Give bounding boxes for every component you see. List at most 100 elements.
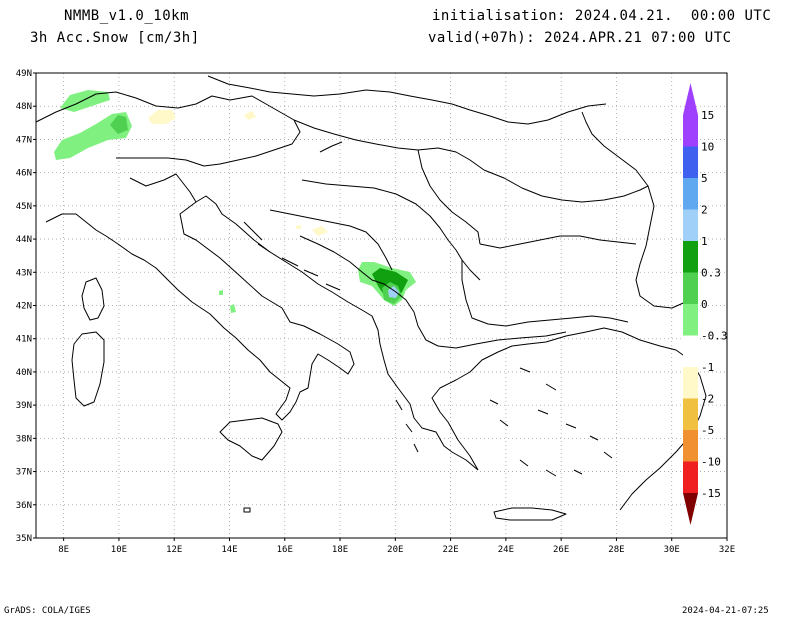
snow-area-small-1 [230, 304, 236, 313]
coastline-greece [431, 327, 677, 471]
model-name: NMMB_v1.0_10km [64, 8, 190, 24]
latitude-axis: 49N 48N 47N 46N 45N 44N 43N 42N 41N 40N 39N 38N 37N 3… [16, 69, 36, 544]
melt-area-east-alps [244, 111, 256, 120]
colorbar-segment [683, 178, 698, 210]
lon-tick-label: 12E [166, 545, 182, 555]
colorbar-segment [683, 115, 698, 147]
coastline-black-sea [635, 185, 691, 309]
coastline-sicily [219, 417, 283, 461]
lat-tick-label: 44N [16, 235, 32, 245]
colorbar-segment [683, 461, 698, 493]
colorbar-segment [683, 367, 698, 399]
border-balkans-1 [301, 179, 481, 281]
lon-tick-label: 28E [608, 545, 624, 555]
longitude-axis: 8E 10E 12E 14E 16E 18E 20E 22E 24E 26E 28E 30E 32E [58, 538, 735, 555]
border-hungary [293, 119, 485, 171]
colorbar-label: -15 [701, 487, 721, 500]
lat-tick-label: 46N [16, 169, 32, 179]
coastline-dalmatian-islands [243, 221, 341, 291]
border-romania [483, 111, 649, 203]
lat-tick-label: 38N [16, 434, 32, 444]
lake-balaton [319, 141, 343, 153]
credit-text: GrADS: COLA/IGES [4, 606, 91, 616]
colorbar-label: 5 [701, 172, 708, 185]
colorbar-label: 10 [701, 141, 714, 154]
colorbar-segment [683, 146, 698, 178]
coastline-sardinia [71, 331, 105, 407]
colorbar-label: -0.3 [701, 330, 728, 343]
lon-tick-label: 30E [664, 545, 680, 555]
colorbar-segment [683, 430, 698, 462]
lon-tick-label: 22E [442, 545, 458, 555]
lat-tick-label: 37N [16, 468, 32, 478]
map-frame [35, 72, 728, 539]
lat-tick-label: 39N [16, 401, 32, 411]
colorbar-segment [683, 335, 698, 367]
lat-tick-label: 42N [16, 302, 32, 312]
field-name: 3h Acc.Snow [cm/3h] [30, 30, 200, 46]
colorbar: 15 10 5 2 1 0.3 0 -0.3 -1 -2 -5 -10 -15 [683, 83, 728, 525]
lon-tick-label: 16E [277, 545, 293, 555]
lon-tick-label: 20E [387, 545, 403, 555]
colorbar-label: 1 [701, 235, 708, 248]
colorbar-tip-low [683, 493, 698, 525]
colorbar-label: -1 [701, 361, 714, 374]
colorbar-segment [683, 304, 698, 336]
border-alps [35, 91, 301, 167]
lon-tick-label: 10E [111, 545, 127, 555]
snow-fields [54, 90, 416, 313]
snow-area-alps-north [60, 90, 110, 112]
coastline-italy [45, 173, 355, 421]
coastline-crete [493, 507, 567, 521]
lon-tick-label: 26E [553, 545, 569, 555]
snow-area-alps-core [110, 115, 128, 134]
colorbar-segment [683, 241, 698, 273]
init-time: initialisation: 2024.04.21. 00:00 UTC [432, 8, 772, 24]
lat-tick-label: 47N [16, 135, 32, 145]
coastline-adriatic-east [195, 195, 479, 471]
colorbar-label: -10 [701, 456, 721, 469]
lat-tick-label: 35N [16, 534, 32, 544]
colorbar-label: 0.3 [701, 267, 721, 280]
lon-tick-label: 14E [221, 545, 237, 555]
colorbar-label: -5 [701, 424, 714, 437]
lat-tick-label: 43N [16, 268, 32, 278]
map-lines [35, 75, 707, 521]
coastline-malta [243, 507, 251, 513]
colorbar-label: 15 [701, 109, 714, 122]
coastline-aegean-islands [489, 367, 613, 477]
border-central-europe [207, 75, 607, 125]
border-bosnia [269, 209, 393, 271]
timestamp-text: 2024-04-21-07:25 [682, 606, 769, 616]
lat-lon-grid [36, 73, 727, 538]
colorbar-label: 0 [701, 298, 708, 311]
snow-area-small-2 [219, 290, 223, 295]
lat-tick-label: 45N [16, 202, 32, 212]
colorbar-tip-high [683, 83, 698, 115]
lat-tick-label: 40N [16, 368, 32, 378]
border-serbia [417, 149, 481, 245]
lat-tick-label: 36N [16, 501, 32, 511]
lat-tick-label: 48N [16, 102, 32, 112]
coastline-ionian-islands [395, 399, 419, 453]
colorbar-label: 2 [701, 204, 708, 217]
lon-tick-label: 8E [58, 545, 69, 555]
lat-tick-label: 49N [16, 69, 32, 79]
border-bulgaria [461, 260, 629, 327]
lon-tick-label: 18E [332, 545, 348, 555]
colorbar-segment [683, 209, 698, 241]
border-balkans-2 [299, 235, 567, 349]
lon-tick-label: 32E [719, 545, 735, 555]
colorbar-label: -2 [701, 393, 714, 406]
melt-area-adriatic-small [296, 225, 301, 229]
border-danube [479, 235, 637, 249]
colorbar-segment [683, 398, 698, 430]
coastline-corsica [81, 277, 105, 321]
valid-time: valid(+07h): 2024.APR.21 07:00 UTC [428, 30, 732, 46]
colorbar-segment [683, 272, 698, 304]
lat-tick-label: 41N [16, 335, 32, 345]
melt-area-north [148, 110, 176, 124]
lon-tick-label: 24E [498, 545, 514, 555]
melt-area-adriatic [312, 226, 328, 236]
